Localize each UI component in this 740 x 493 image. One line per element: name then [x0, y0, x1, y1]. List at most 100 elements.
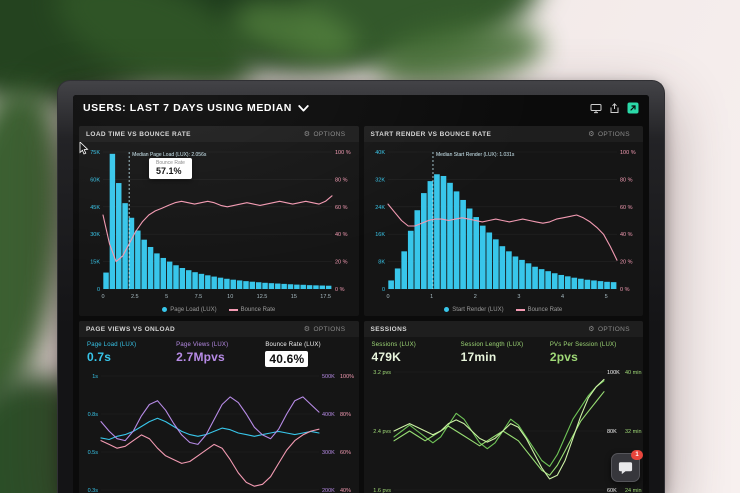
metric-page-views[interactable]: Page Views (LUX) 2.7Mpvs	[176, 342, 261, 368]
dashboard-header: USERS: LAST 7 DAYS USING MEDIAN	[73, 95, 649, 121]
panel-title: LOAD TIME VS BOUNCE RATE	[86, 130, 191, 138]
panel-header: START RENDER VS BOUNCE RATE ⚙ OPTIONS	[363, 126, 643, 142]
svg-text:30K: 30K	[90, 232, 100, 238]
metric-label: Session Length (LUX)	[460, 342, 524, 348]
svg-text:0: 0	[101, 294, 104, 300]
share-icon[interactable]	[609, 102, 620, 114]
metric-page-load[interactable]: Page Load (LUX) 0.7s	[87, 342, 172, 368]
svg-text:3.2 pvs: 3.2 pvs	[373, 370, 391, 376]
svg-text:40 %: 40 %	[335, 232, 348, 238]
export-icon[interactable]	[627, 102, 639, 114]
options-label: OPTIONS	[313, 325, 346, 333]
chat-icon	[618, 461, 633, 474]
metric-pvs-per-session[interactable]: PVs Per Session (LUX) 2pvs	[550, 342, 635, 364]
svg-text:0.5s: 0.5s	[88, 450, 99, 456]
laptop: USERS: LAST 7 DAYS USING MEDIAN	[57, 80, 665, 493]
panel-header: SESSIONS ⚙ OPTIONS	[363, 321, 643, 337]
display-icon[interactable]	[590, 103, 602, 114]
gear-icon: ⚙	[303, 131, 311, 138]
options-button[interactable]: ⚙ OPTIONS	[298, 129, 352, 139]
svg-text:12.5: 12.5	[257, 294, 268, 300]
gear-icon: ⚙	[588, 326, 595, 333]
svg-text:17.5: 17.5	[320, 294, 331, 300]
metric-label: Bounce Rate (LUX)	[265, 342, 321, 348]
svg-text:60K: 60K	[90, 177, 100, 183]
svg-text:0: 0	[386, 294, 389, 300]
chart-legend: Page Load (LUX) Bounce Rate	[79, 303, 359, 316]
panel-title: PAGE VIEWS VS ONLOAD	[86, 325, 176, 333]
svg-text:0: 0	[381, 287, 384, 293]
svg-text:300K: 300K	[322, 450, 335, 456]
svg-text:0.8s: 0.8s	[88, 412, 99, 418]
panel-body: Page Load (LUX) 0.7s Page Views (LUX) 2.…	[79, 337, 359, 493]
start-render-chart[interactable]: 40K 32K 24K 16K 8K 0 100 % 80 % 60 % 40 % 20 % 0 % 0…	[364, 142, 644, 303]
panel-body: Bounce Rate 57.1% 75K 60K 45K 30K 15K 0 100 % 8…	[79, 142, 359, 316]
metric-label: Page Views (LUX)	[176, 342, 229, 348]
svg-text:75K: 75K	[90, 150, 100, 156]
svg-text:200K: 200K	[322, 488, 335, 493]
svg-text:100 %: 100 %	[620, 150, 636, 156]
notification-badge: 1	[631, 450, 643, 460]
page-views-chart[interactable]: 1s 0.8s 0.5s 0.3s 500K 400K 300K 200K 100% 80% 60%…	[79, 370, 359, 493]
svg-text:100%: 100%	[340, 374, 354, 380]
panel-sessions: SESSIONS ⚙ OPTIONS Sessions (LUX) 479K	[363, 321, 644, 493]
options-label: OPTIONS	[597, 325, 630, 333]
panel-body: Sessions (LUX) 479K Session Length (LUX)…	[364, 337, 644, 493]
options-button[interactable]: ⚙ OPTIONS	[582, 129, 636, 139]
svg-text:80 %: 80 %	[335, 177, 348, 183]
svg-text:1.6 pvs: 1.6 pvs	[373, 488, 391, 493]
options-button[interactable]: ⚙ OPTIONS	[298, 324, 352, 334]
panel-page-views: PAGE VIEWS VS ONLOAD ⚙ OPTIONS Page Load…	[79, 321, 359, 493]
svg-text:1: 1	[430, 294, 433, 300]
svg-text:10: 10	[227, 294, 233, 300]
svg-text:40%: 40%	[340, 488, 351, 493]
svg-text:5: 5	[604, 294, 607, 300]
svg-text:40 %: 40 %	[620, 232, 633, 238]
svg-text:60%: 60%	[340, 450, 351, 456]
options-label: OPTIONS	[597, 130, 630, 138]
svg-text:16K: 16K	[375, 232, 385, 238]
svg-text:4: 4	[560, 294, 563, 300]
svg-text:24 min: 24 min	[625, 488, 642, 493]
metric-bounce-rate[interactable]: Bounce Rate (LUX) 40.6%	[265, 342, 350, 368]
svg-text:40K: 40K	[375, 150, 385, 156]
metric-label: Sessions (LUX)	[371, 342, 416, 348]
sessions-chart[interactable]: 3.2 pvs 2.4 pvs 1.6 pvs 100K 80K 60K 40 min 32 …	[364, 366, 644, 493]
svg-text:60 %: 60 %	[620, 205, 633, 211]
svg-text:2.5: 2.5	[131, 294, 139, 300]
legend-item: Bounce Rate	[515, 307, 562, 313]
svg-text:80%: 80%	[340, 412, 351, 418]
svg-text:Median Page Load (LUX): 2.056s: Median Page Load (LUX): 2.056s	[132, 152, 207, 158]
metric-sessions[interactable]: Sessions (LUX) 479K	[372, 342, 457, 364]
panel-grid: LOAD TIME VS BOUNCE RATE ⚙ OPTIONS Bounc…	[73, 121, 649, 493]
gear-icon: ⚙	[303, 326, 311, 333]
svg-text:80K: 80K	[607, 429, 617, 435]
legend-item: Bounce Rate	[228, 307, 275, 313]
load-time-chart[interactable]: Bounce Rate 57.1% 75K 60K 45K 30K 15K 0 100 % 8…	[79, 142, 359, 303]
svg-text:20 %: 20 %	[620, 260, 633, 266]
dashboard-title-dropdown[interactable]: USERS: LAST 7 DAYS USING MEDIAN	[83, 102, 309, 114]
panel-title: SESSIONS	[370, 325, 407, 333]
metric-value: 17min	[460, 350, 497, 364]
chart-legend: Start Render (LUX) Bounce Rate	[364, 303, 644, 316]
svg-text:40 min: 40 min	[625, 370, 642, 376]
svg-text:15K: 15K	[90, 260, 100, 266]
page-title: USERS: LAST 7 DAYS USING MEDIAN	[83, 102, 292, 114]
chat-launcher-button[interactable]: 1	[611, 450, 643, 482]
options-button[interactable]: ⚙ OPTIONS	[582, 324, 636, 334]
mouse-cursor-icon	[79, 142, 89, 155]
metric-session-length[interactable]: Session Length (LUX) 17min	[461, 342, 546, 364]
svg-text:Median Start Render (LUX): 1.0: Median Start Render (LUX): 1.031s	[435, 152, 514, 158]
panel-header: PAGE VIEWS VS ONLOAD ⚙ OPTIONS	[79, 321, 359, 337]
svg-text:0: 0	[97, 287, 100, 293]
metric-value: 2.7Mpvs	[176, 350, 225, 364]
header-icons	[590, 102, 639, 114]
svg-text:400K: 400K	[322, 412, 335, 418]
svg-text:0 %: 0 %	[335, 287, 345, 293]
svg-text:100 %: 100 %	[335, 150, 351, 156]
metric-value: 479K	[371, 350, 401, 364]
metric-label: PVs Per Session (LUX)	[549, 342, 617, 348]
svg-text:1s: 1s	[92, 374, 98, 380]
svg-text:100K: 100K	[607, 370, 620, 376]
